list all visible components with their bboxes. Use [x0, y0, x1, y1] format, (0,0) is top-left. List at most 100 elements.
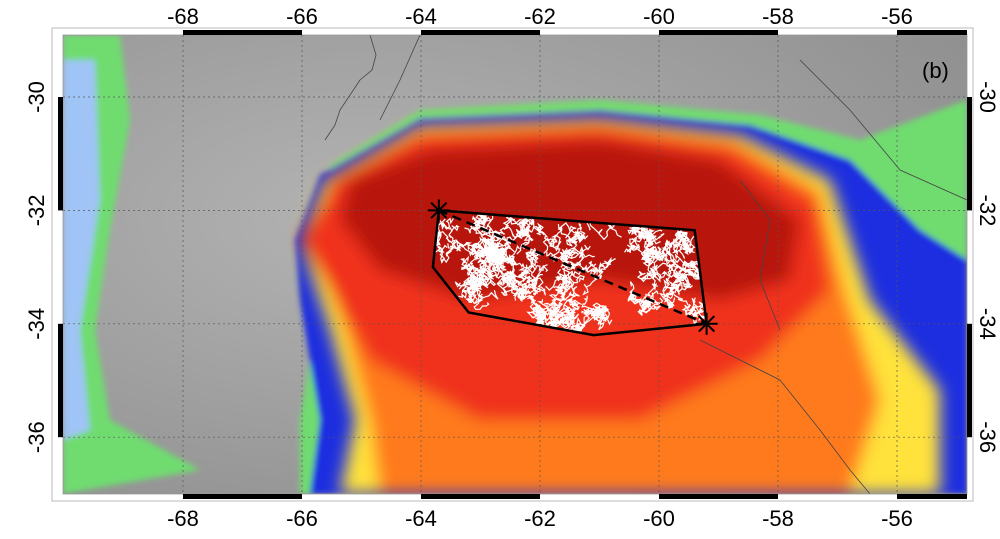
- lightning-channel: [672, 244, 683, 256]
- lon-tick-label-bottom: -62: [524, 506, 556, 531]
- lightning-channel: [669, 262, 681, 275]
- lightning-channel: [496, 266, 510, 277]
- lightning-channel: [560, 263, 572, 270]
- axis-bar-bottom: [183, 494, 302, 499]
- lightning-channel: [579, 250, 595, 263]
- lightning-channel: [437, 221, 450, 230]
- lightning-channel: [496, 270, 513, 294]
- lightning-channel: [530, 219, 544, 234]
- lightning-channel: [517, 277, 530, 289]
- lightning-channel: [651, 259, 675, 275]
- axis-bar-top: [897, 30, 967, 35]
- lat-tick-label-left: -30: [24, 81, 49, 113]
- lightning-channel: [486, 274, 497, 287]
- lightning-channel: [434, 218, 446, 253]
- lightning-channel: [563, 270, 578, 284]
- lightning-channel: [445, 217, 454, 236]
- lat-tick-label-right: -34: [975, 308, 1000, 340]
- flash-length-line: [438, 209, 708, 325]
- lightning-channel: [628, 294, 636, 305]
- lightning-channel: [696, 273, 701, 280]
- lightning-channel: [638, 283, 658, 310]
- lon-tick-label-top: -56: [881, 4, 913, 29]
- lightning-channel: [458, 287, 471, 299]
- star-marker-icon: [430, 201, 448, 219]
- lightning-channel: [632, 226, 640, 232]
- lightning-channel: [532, 306, 545, 324]
- axis-bar-top: [421, 30, 540, 35]
- lightning-channel: [570, 267, 587, 279]
- lightning-channel: [454, 281, 462, 288]
- lon-tick-label-top: -60: [643, 4, 675, 29]
- lightning-channel: [466, 276, 480, 285]
- lightning-channel: [661, 234, 686, 250]
- lightning-channel: [500, 285, 508, 296]
- lightning-channel: [438, 219, 451, 230]
- lat-tick-label-left: -36: [24, 421, 49, 453]
- lightning-channel: [662, 281, 680, 304]
- axis-bars: [58, 30, 972, 499]
- lightning-channel: [576, 275, 585, 283]
- lightning-channel: [584, 308, 598, 323]
- lightning-channel: [664, 233, 686, 246]
- lightning-channel: [568, 231, 586, 247]
- lightning-channel: [518, 219, 533, 237]
- lon-tick-label-bottom: -68: [167, 506, 199, 531]
- graticule: [63, 35, 967, 494]
- lightning-channel: [461, 265, 478, 285]
- lightning-flash-channels: [434, 212, 708, 333]
- lightning-channel: [531, 278, 539, 288]
- axis-bar-top: [183, 30, 302, 35]
- lightning-channel: [481, 214, 488, 229]
- lat-tick-label-right: -32: [975, 195, 1000, 227]
- lon-tick-label-top: -66: [286, 4, 318, 29]
- lightning-channel: [561, 261, 572, 281]
- lightning-channel: [579, 244, 591, 254]
- lightning-channel: [678, 243, 686, 259]
- lightning-channel: [518, 264, 528, 274]
- lightning-channel: [652, 256, 659, 270]
- flash-convex-hull: [431, 209, 709, 337]
- lightning-channel: [506, 279, 515, 288]
- lightning-channel: [642, 245, 662, 262]
- lon-tick-label-bottom: -66: [286, 506, 318, 531]
- axis-bar-left: [58, 97, 63, 211]
- lightning-channel: [684, 268, 699, 277]
- lat-tick-label-left: -32: [24, 195, 49, 227]
- lightning-channel: [481, 270, 491, 285]
- lightning-channel: [503, 280, 516, 296]
- lightning-channel: [561, 284, 570, 299]
- lon-tick-label-top: -58: [762, 4, 794, 29]
- lightning-channel: [582, 279, 596, 296]
- lightning-channel: [674, 294, 689, 306]
- lon-tick-label-top: -64: [405, 4, 437, 29]
- lightning-channel: [530, 250, 539, 260]
- lightning-channel: [510, 216, 522, 226]
- lightning-channel: [492, 256, 504, 272]
- lightning-channel: [540, 307, 550, 319]
- lightning-channel: [509, 272, 523, 301]
- lightning-channel: [448, 234, 464, 252]
- lightning-channel: [460, 255, 470, 267]
- lightning-channel: [470, 236, 495, 254]
- lightning-channel: [669, 252, 680, 264]
- lightning-channel: [526, 217, 535, 229]
- lightning-channel: [552, 225, 563, 242]
- lightning-channel: [565, 228, 580, 239]
- axis-bar-right: [967, 323, 972, 438]
- lightning-channel: [643, 298, 659, 310]
- lightning-channel: [647, 256, 664, 279]
- lightning-channel: [492, 250, 514, 267]
- axis-bar-bottom: [659, 494, 778, 499]
- lightning-channel: [546, 249, 575, 261]
- lightning-channel: [488, 256, 495, 263]
- lat-tick-label-left: -34: [24, 308, 49, 340]
- lightning-channel: [541, 298, 557, 317]
- lightning-channel: [581, 295, 590, 309]
- lightning-channel: [527, 295, 539, 310]
- lightning-channel: [559, 248, 569, 264]
- lightning-channel: [681, 303, 691, 315]
- lightning-channel: [439, 248, 452, 264]
- lightning-channel: [495, 240, 512, 251]
